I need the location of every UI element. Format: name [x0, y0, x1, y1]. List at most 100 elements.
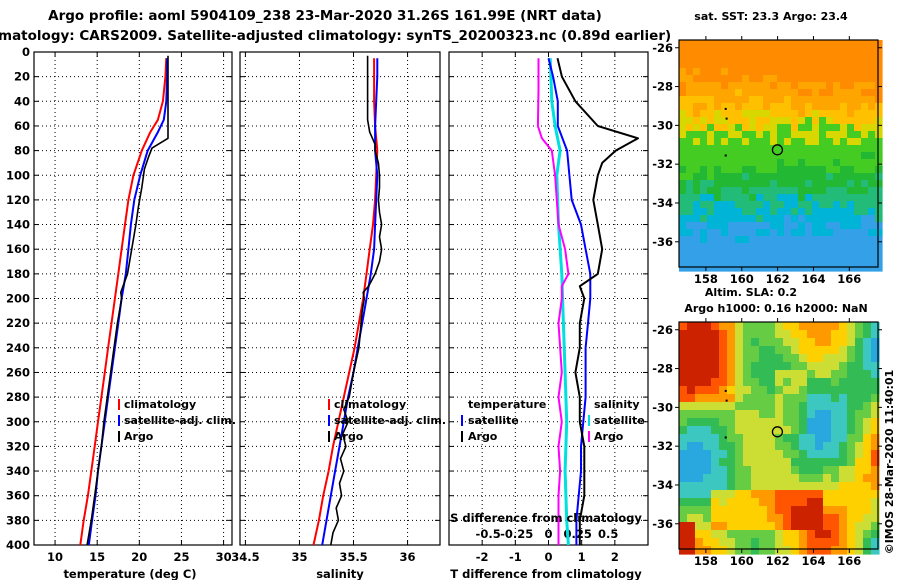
map-cell — [871, 490, 880, 499]
map-cell — [833, 61, 841, 69]
map-cell — [703, 434, 712, 443]
map-cell — [693, 152, 701, 160]
map-cell — [711, 514, 720, 523]
map-cell — [767, 434, 776, 443]
map-cell — [693, 173, 701, 181]
map-cell — [735, 474, 744, 483]
map-cell — [791, 498, 800, 507]
map-cell — [839, 490, 848, 499]
map-cell — [815, 490, 824, 499]
map-cell — [791, 466, 800, 475]
map-cell — [854, 47, 862, 55]
map-cell — [693, 236, 701, 244]
map-cell — [763, 166, 771, 174]
map-cell — [735, 222, 743, 230]
map-cell — [767, 386, 776, 395]
map-cell — [861, 124, 869, 132]
map-cell — [742, 82, 750, 90]
map-cell — [819, 222, 827, 230]
map-cell — [798, 215, 806, 223]
map-cell — [839, 506, 848, 515]
map-cell — [805, 215, 813, 223]
map-cell — [703, 346, 712, 355]
map-cell — [833, 54, 841, 62]
map-cell — [742, 180, 750, 188]
map-cell — [749, 47, 757, 55]
map-cell — [686, 250, 694, 258]
map-cell — [743, 474, 752, 483]
map-cell — [847, 466, 856, 475]
map-cell — [805, 243, 813, 251]
map-cell — [791, 61, 799, 69]
map-cell — [799, 450, 808, 459]
map-cell — [714, 180, 722, 188]
map-cell — [784, 40, 792, 48]
map-cell — [812, 103, 820, 111]
map-cell — [863, 434, 872, 443]
map-cell — [798, 187, 806, 195]
map-cell — [763, 47, 771, 55]
map-cell — [819, 103, 827, 111]
map-cell — [735, 131, 743, 139]
map-cell — [714, 257, 722, 265]
map-cell — [847, 346, 856, 355]
map-cell — [847, 442, 856, 451]
map-cell — [707, 110, 715, 118]
map-cell — [777, 222, 785, 230]
map-cell — [695, 514, 704, 523]
map-cell — [735, 530, 744, 539]
map-cell — [728, 229, 736, 237]
map-cell — [871, 458, 880, 467]
map-cell — [819, 117, 827, 125]
map-cell — [812, 61, 820, 69]
map-cell — [759, 426, 768, 435]
map-cell — [875, 236, 883, 244]
map-cell — [714, 208, 722, 216]
map-cell — [784, 201, 792, 209]
map-cell — [833, 250, 841, 258]
map-cell — [833, 68, 841, 76]
map-cell — [875, 54, 883, 62]
map-cell — [840, 96, 848, 104]
map-cell — [719, 450, 728, 459]
map-cell — [847, 410, 856, 419]
map-cell — [812, 236, 820, 244]
map-cell — [812, 131, 820, 139]
map-cell — [847, 378, 856, 387]
map-cell — [728, 110, 736, 118]
map-cell — [807, 410, 816, 419]
map-cell — [839, 474, 848, 483]
map-cell — [756, 187, 764, 195]
map-cell — [735, 47, 743, 55]
map-cell — [868, 208, 876, 216]
y-tick-label: 160 — [6, 242, 30, 256]
map-cell — [784, 131, 792, 139]
map-cell — [847, 458, 856, 467]
map-cell — [695, 522, 704, 531]
map-cell — [751, 346, 760, 355]
map-cell — [728, 208, 736, 216]
map-cell — [875, 138, 883, 146]
map-cell — [831, 490, 840, 499]
map-cell — [756, 159, 764, 167]
map-cell — [703, 354, 712, 363]
island-dot — [724, 389, 727, 392]
map-cell — [875, 89, 883, 97]
map-cell — [711, 498, 720, 507]
map-cell — [756, 222, 764, 230]
map-cell — [847, 330, 856, 339]
map-cell — [742, 103, 750, 111]
map-cell — [798, 166, 806, 174]
map-cell — [847, 402, 856, 411]
map-cell — [727, 466, 736, 475]
map-cell — [679, 498, 688, 507]
map-cell — [751, 522, 760, 531]
map-cell — [700, 166, 708, 174]
map-cell — [791, 346, 800, 355]
map-cell — [749, 68, 757, 76]
map-cell — [756, 103, 764, 111]
map-cell — [714, 75, 722, 83]
map-cell — [727, 458, 736, 467]
map-cell — [703, 410, 712, 419]
map-cell — [770, 264, 778, 272]
